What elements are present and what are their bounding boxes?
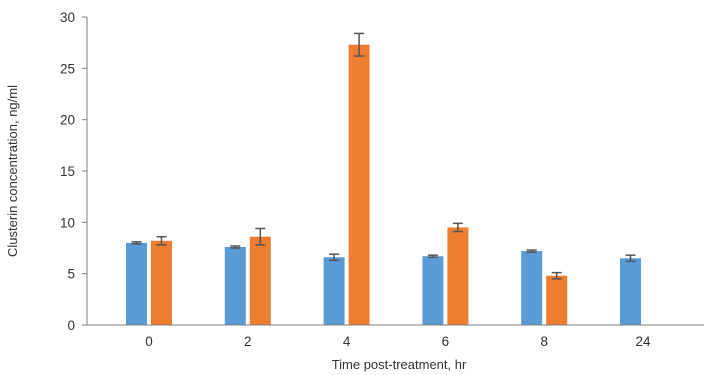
x-tick-label: 24	[635, 334, 651, 349]
bar	[249, 236, 271, 325]
bar	[151, 240, 172, 325]
x-tick-label: 6	[442, 334, 450, 349]
error-bars	[131, 32, 636, 280]
x-tick-label: 8	[540, 334, 548, 349]
y-tick-label: 25	[60, 61, 75, 76]
y-tick-label: 0	[67, 318, 75, 333]
bar	[126, 242, 147, 325]
y-axis-title: Clusterin concentration, ng/ml	[5, 85, 20, 257]
y-tick-label: 30	[60, 10, 75, 25]
y-tick-label: 20	[60, 113, 75, 128]
bar	[620, 258, 641, 325]
bar	[224, 246, 246, 325]
bar	[422, 256, 444, 325]
y-ticks: 0 5 10 15 20 25 30	[60, 10, 87, 333]
x-ticks: 0 2 4 6 8 24	[145, 334, 651, 349]
bar	[348, 44, 370, 325]
x-tick-label: 2	[244, 334, 252, 349]
x-tick-label: 4	[343, 334, 351, 349]
y-tick-label: 5	[67, 267, 75, 282]
bar	[447, 227, 469, 325]
bar	[546, 275, 568, 325]
x-axis-title: Time post-treatment, hr	[332, 357, 467, 372]
x-tick-label: 0	[145, 334, 153, 349]
y-tick-label: 10	[60, 215, 75, 230]
bars	[126, 44, 641, 325]
axes	[86, 17, 704, 326]
bar	[521, 251, 543, 325]
y-tick-label: 15	[60, 164, 75, 179]
bar	[323, 257, 345, 325]
